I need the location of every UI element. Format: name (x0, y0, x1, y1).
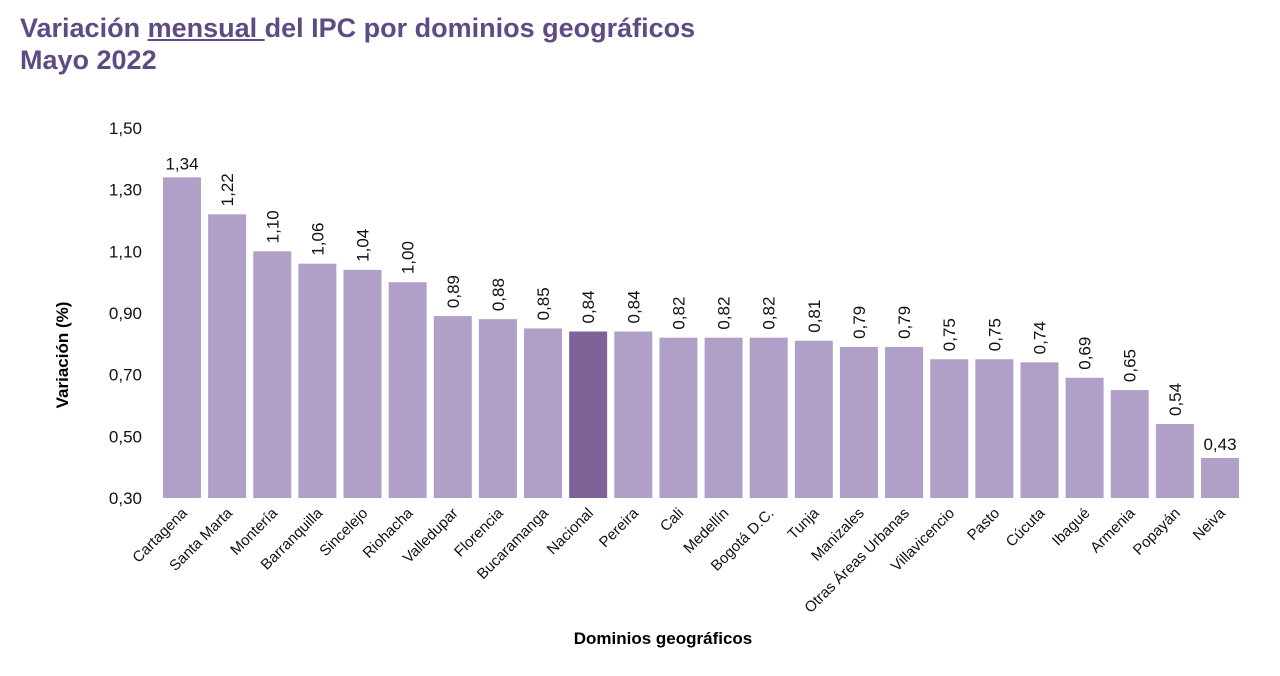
bar-bogot-d-c- (749, 337, 788, 498)
data-label: 0,89 (444, 275, 463, 308)
data-label: 1,00 (399, 241, 418, 274)
bar-pasto (975, 359, 1014, 498)
bar-pereira (614, 331, 653, 498)
data-label: 0,43 (1203, 435, 1236, 454)
x-tick-label: Ibagué (1049, 505, 1093, 549)
x-tick-label: Tunja (784, 504, 823, 543)
data-label: 0,75 (985, 318, 1004, 351)
bar-popay-n (1155, 424, 1194, 498)
y-tick-label: 0,50 (109, 427, 142, 446)
x-axis-label: Dominios geográficos (574, 629, 753, 648)
data-label: 0,79 (895, 306, 914, 339)
bar-otras-reas-urbanas (885, 346, 924, 498)
data-label: 0,81 (805, 300, 824, 333)
bar-sincelejo (343, 269, 382, 498)
bar-medell-n (704, 337, 743, 498)
bar-neiva (1201, 457, 1239, 498)
data-label: 0,85 (534, 287, 553, 320)
y-tick-label: 0,30 (109, 489, 142, 508)
y-tick-label: 1,50 (109, 119, 142, 138)
data-label: 0,54 (1166, 383, 1185, 416)
data-label: 0,65 (1121, 349, 1140, 382)
data-label: 1,04 (354, 229, 373, 262)
data-label: 1,06 (308, 223, 327, 256)
data-label: 0,74 (1030, 321, 1049, 354)
y-tick-label: 1,30 (109, 181, 142, 200)
data-label: 0,84 (624, 290, 643, 323)
data-label: 1,10 (263, 210, 282, 243)
title-text-end: del IPC por dominios geográficos (264, 13, 696, 43)
data-label: 0,79 (850, 306, 869, 339)
bar-bucaramanga (524, 328, 563, 498)
bar-cartagena (163, 177, 201, 499)
data-label: 1,34 (165, 154, 198, 173)
data-label: 0,69 (1076, 337, 1095, 370)
x-tick-label: Nacional (544, 505, 597, 558)
chart-subtitle: Mayo 2022 (20, 45, 157, 75)
y-tick-label: 0,90 (109, 304, 142, 323)
bar-armenia (1110, 390, 1149, 498)
y-tick-label: 0,70 (109, 366, 142, 385)
bar-tunja (794, 340, 833, 498)
bar-cali (659, 337, 698, 498)
bar-riohacha (388, 282, 427, 498)
data-label: 1,22 (218, 173, 237, 206)
bar-villavicencio (930, 359, 969, 498)
x-tick-label: Pereira (596, 504, 643, 551)
bar-manizales (839, 346, 878, 498)
y-axis-label: Variación (%) (53, 302, 72, 409)
data-label: 0,82 (715, 297, 734, 330)
data-label: 0,75 (940, 318, 959, 351)
bar-valledupar (433, 316, 472, 498)
data-label: 0,88 (489, 278, 508, 311)
bar-monter-a (253, 251, 292, 498)
x-tick-label: Neiva (1190, 504, 1230, 544)
bar-florencia (478, 319, 517, 498)
x-tick-label: Pasto (964, 505, 1003, 544)
bar-barranquilla (298, 263, 337, 498)
bar-santa-marta (208, 214, 247, 499)
x-tick-label: Popayán (1130, 505, 1184, 559)
chart-title: Variación mensual del IPC por dominios g… (20, 12, 695, 76)
bar-c-cuta (1020, 362, 1059, 498)
data-label: 0,82 (760, 297, 779, 330)
title-underlined: mensual (147, 13, 265, 43)
data-label: 0,82 (669, 297, 688, 330)
x-tick-label: Cali (657, 505, 687, 535)
bar-ibagu- (1065, 377, 1104, 498)
title-text: Variación (20, 13, 148, 43)
y-tick-label: 1,10 (109, 242, 142, 261)
bar-nacional (569, 331, 608, 498)
data-label: 0,84 (579, 290, 598, 323)
x-tick-label: Cúcuta (1003, 504, 1049, 550)
